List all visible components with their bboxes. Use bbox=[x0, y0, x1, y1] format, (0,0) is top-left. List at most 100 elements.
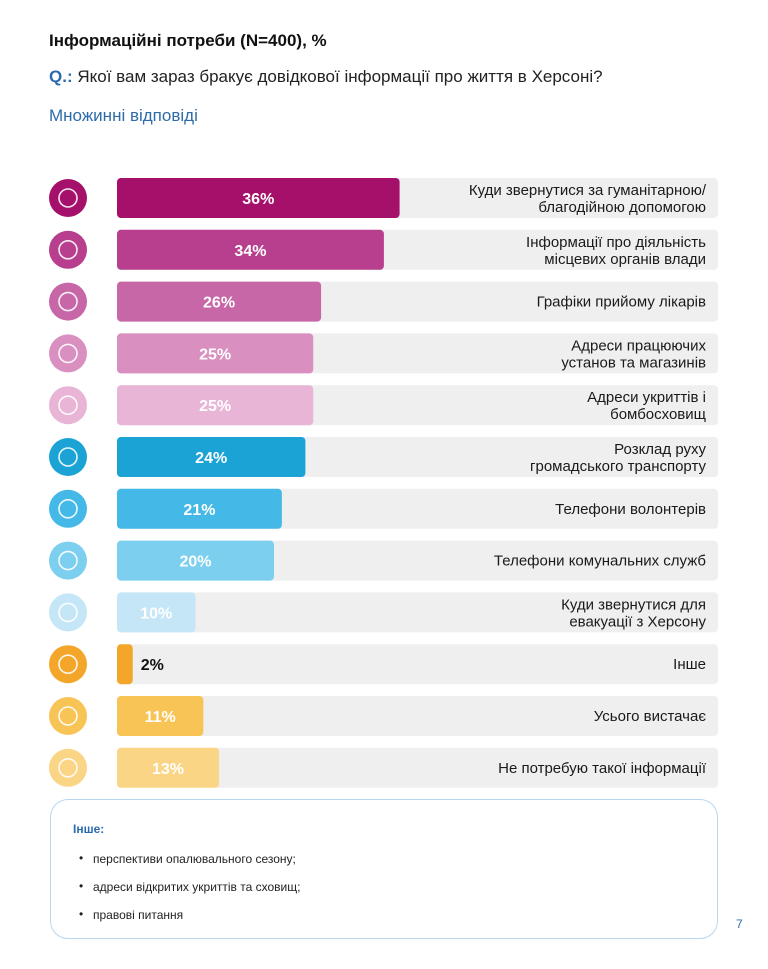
icon-circle bbox=[49, 489, 87, 528]
icon-glyph bbox=[58, 395, 78, 415]
category-label-line: Інше bbox=[673, 656, 706, 673]
bar-chart: 36% Куди звернутися за гуманітарною/благо… bbox=[49, 178, 718, 788]
category-label: Розклад руху громадського транспорту bbox=[530, 441, 706, 475]
other-answers-list: перспективи опалювального сезону; адреси… bbox=[73, 851, 695, 922]
humanitarian-aid-icon bbox=[49, 179, 87, 217]
bar-track bbox=[117, 747, 718, 788]
value-label: 26% bbox=[203, 295, 235, 312]
bar-track bbox=[117, 696, 718, 736]
category-label-line: благодійною допомогою bbox=[538, 199, 706, 216]
category-label-line: евакуації з Херсону bbox=[569, 613, 706, 630]
category-label-line: місцевих органів влади bbox=[544, 251, 706, 268]
icon-glyph bbox=[58, 757, 78, 778]
icon-glyph bbox=[58, 654, 78, 675]
page-number: 7 bbox=[736, 917, 743, 931]
bar-row: 36% Куди звернутися за гуманітарною/благо… bbox=[49, 178, 718, 218]
bar bbox=[117, 229, 384, 270]
question-text: Якої вам зараз бракує довідкової інформа… bbox=[77, 67, 603, 86]
category-label-line: Адреси працюючих bbox=[571, 337, 706, 354]
question-prefix: Q.: bbox=[49, 67, 73, 86]
chat-bubbles-icon bbox=[49, 645, 87, 684]
icon-circle bbox=[49, 593, 87, 632]
bus-icon bbox=[49, 438, 87, 476]
icon-circle bbox=[49, 645, 87, 684]
category-label: Телефони комунальних служб bbox=[494, 553, 706, 570]
bar-row: 34% Інформації про діяльність місцевих орг… bbox=[49, 229, 718, 270]
bar bbox=[117, 540, 274, 581]
bar-row: 25% Адреси укриттів і бомбосховищ bbox=[49, 385, 718, 426]
icon-glyph bbox=[58, 343, 78, 364]
bar-track bbox=[117, 644, 718, 685]
category-label-line: Не потребую такої інформації bbox=[498, 760, 707, 777]
list-item: перспективи опалювального сезону; bbox=[79, 851, 695, 866]
bar-row: 21% Телефони волонтерів bbox=[49, 488, 718, 529]
bar-row: 20% Телефони комунальних служб bbox=[49, 540, 718, 581]
category-label: Адреси працюючих установ та магазинів bbox=[561, 337, 706, 371]
bar-row: 24% Розклад руху громадського транспорту bbox=[49, 437, 718, 477]
value-label: 24% bbox=[195, 450, 227, 467]
category-label: Адреси укриттів і бомбосховищ bbox=[587, 389, 706, 423]
category-label: Куди звернутися для евакуації з Херсону bbox=[561, 596, 706, 630]
value-label: 21% bbox=[183, 502, 215, 519]
bar bbox=[117, 747, 220, 788]
question-chat-icon bbox=[49, 748, 87, 787]
value-label: 13% bbox=[152, 761, 184, 778]
icon-circle bbox=[49, 748, 87, 787]
icon-circle bbox=[49, 334, 87, 373]
checklist-icon bbox=[49, 697, 87, 735]
category-label: Графіки прийому лікарів bbox=[537, 294, 706, 311]
bar-row: 13% Не потребую такої інформації bbox=[49, 747, 718, 788]
doctor-icon bbox=[49, 282, 87, 321]
category-label-line: Розклад руху bbox=[614, 441, 706, 458]
category-label: Телефони волонтерів bbox=[555, 501, 706, 518]
government-shield-icon bbox=[49, 230, 87, 269]
evacuation-people-icon bbox=[49, 593, 87, 632]
icon-circle bbox=[49, 438, 87, 476]
category-label: Інформації про діяльність місцевих органі… bbox=[526, 234, 706, 268]
bar bbox=[117, 488, 282, 529]
store-icon bbox=[49, 334, 87, 373]
category-label-line: установ та магазинів bbox=[561, 354, 706, 371]
icon-circle bbox=[49, 697, 87, 735]
icon-circle bbox=[49, 541, 87, 580]
value-label: 34% bbox=[234, 243, 266, 260]
category-label-line: громадського транспорту bbox=[530, 458, 706, 475]
category-label-line: Телефони комунальних служб bbox=[494, 553, 706, 570]
list-item: адреси відкритих укриттів та сховищ; bbox=[79, 879, 695, 894]
volunteer-hand-icon bbox=[49, 489, 87, 528]
bar-row: 26% Графіки прийому лікарів bbox=[49, 281, 718, 322]
icon-glyph bbox=[58, 498, 78, 519]
bar-row: 25% Адреси працюючих установ та магазинів bbox=[49, 333, 718, 374]
category-label-line: Телефони волонтерів bbox=[555, 501, 706, 518]
icon-glyph bbox=[58, 240, 78, 260]
value-label: 11% bbox=[145, 709, 176, 726]
icon-glyph bbox=[58, 602, 78, 623]
shelter-house-icon bbox=[49, 386, 87, 425]
value-label: 2% bbox=[141, 657, 164, 674]
category-label-line: Адреси укриттів і bbox=[587, 389, 706, 406]
bar bbox=[117, 281, 322, 322]
phone-icon bbox=[49, 541, 87, 580]
category-label-line: Куди звернутися для bbox=[561, 596, 706, 613]
icon-glyph bbox=[58, 550, 78, 571]
question-line: Q.: Якої вам зараз бракує довідкової інф… bbox=[49, 67, 603, 87]
category-label-line: бомбосховищ bbox=[610, 406, 706, 423]
list-item: правові питання bbox=[79, 907, 695, 922]
category-label: Усього вистачає bbox=[594, 708, 707, 725]
bar bbox=[117, 178, 400, 218]
icon-glyph bbox=[58, 447, 78, 467]
bar bbox=[117, 333, 314, 374]
value-label: 10% bbox=[140, 605, 172, 622]
icon-circle bbox=[49, 230, 87, 269]
bar bbox=[117, 592, 196, 633]
value-label: 20% bbox=[179, 554, 211, 571]
category-label-line: Графіки прийому лікарів bbox=[537, 294, 706, 311]
value-label: 25% bbox=[199, 398, 231, 415]
bar bbox=[117, 385, 314, 426]
bar-row: 11% Усього вистачає bbox=[49, 696, 718, 736]
bar bbox=[117, 644, 133, 685]
page-title: Інформаційні потреби (N=400), % bbox=[49, 31, 327, 50]
icon-glyph bbox=[58, 291, 78, 312]
category-label-line: Куди звернутися за гуманітарною/ bbox=[469, 182, 707, 199]
value-label: 36% bbox=[242, 191, 274, 208]
